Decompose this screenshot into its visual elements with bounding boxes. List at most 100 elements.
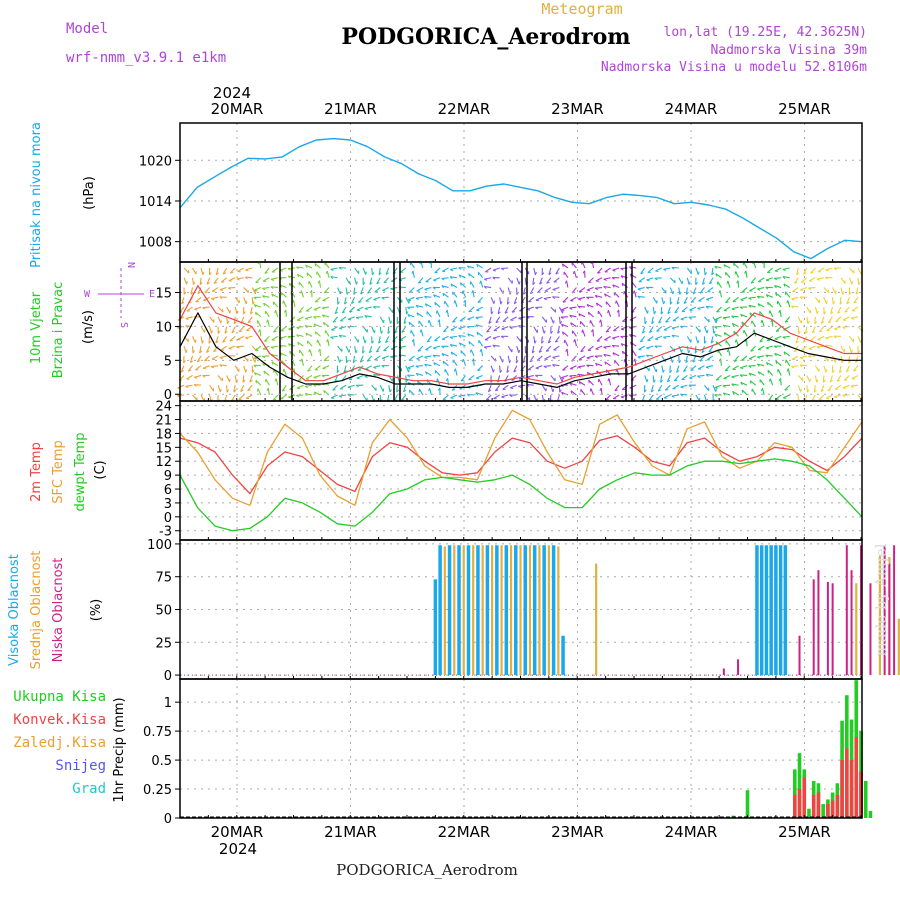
wind-arrow-head <box>224 331 228 334</box>
wind-arrow <box>669 277 676 284</box>
wind-arrow-head <box>552 356 556 359</box>
wind-arrow-head <box>714 387 718 389</box>
wind-arrow <box>571 262 577 269</box>
wind-arrow <box>490 365 494 373</box>
wind-arrow-head <box>418 281 422 284</box>
wind-arrow <box>254 287 261 291</box>
wind-arrow <box>379 316 385 324</box>
precip-bar <box>849 760 854 818</box>
wind-arrow <box>607 310 612 318</box>
wind-arrow-head <box>372 272 375 276</box>
wind-axis-subtitle: Brzina i Pravac <box>51 282 66 379</box>
wind-arrow <box>495 316 501 323</box>
wind-arrow <box>759 379 765 386</box>
wind-arrow <box>507 277 513 284</box>
wind-arrow-head <box>731 376 735 379</box>
wind-arrow-head <box>808 287 812 291</box>
wind-arrow <box>501 394 509 398</box>
precip-bar <box>816 792 821 818</box>
wind-arrow <box>433 294 441 298</box>
wind-arrow <box>246 326 253 331</box>
wind-arrow-head <box>359 360 364 363</box>
y-tick-label: 100 <box>147 538 172 553</box>
wind-arrow-head <box>607 310 609 314</box>
cloud-bar <box>532 545 537 676</box>
wind-arrow-head <box>479 348 482 353</box>
wind-arrow <box>264 267 270 274</box>
wind-arrow <box>545 345 552 352</box>
wind-arrow <box>509 326 517 328</box>
wind-arrow <box>177 384 185 389</box>
wind-arrow-head <box>296 334 300 338</box>
wind-arrow <box>340 316 347 322</box>
wind-arrow-head <box>594 355 598 359</box>
wind-arrow <box>217 306 224 313</box>
wind-arrow-head <box>813 389 817 393</box>
precip-bar <box>830 800 835 818</box>
wind-arrow <box>417 277 424 284</box>
wind-arrow-head <box>839 301 843 305</box>
wind-arrow-head <box>356 377 360 380</box>
wind-arrow <box>622 316 629 322</box>
wind-arrow <box>364 306 372 310</box>
wind-arrow-head <box>555 340 559 343</box>
wind-arrow-head <box>646 379 649 383</box>
wind-arrow-head <box>450 397 454 399</box>
wind-arrow <box>313 306 321 311</box>
wind-arrow <box>745 270 748 278</box>
wind-arrow <box>283 368 287 376</box>
wind-arrow-head <box>509 326 513 330</box>
wind-arrow <box>543 296 551 300</box>
wind-arrow <box>450 267 458 271</box>
wind-arrow-head <box>475 392 479 396</box>
wind-arrow <box>553 277 560 283</box>
wind-arrow-head <box>199 350 203 354</box>
wind-arrow <box>578 365 586 368</box>
wind-arrow <box>765 354 773 357</box>
wind-arrow-head <box>209 272 212 276</box>
wind-arrow <box>362 326 368 333</box>
wind-arrow <box>476 331 483 337</box>
wind-arrow <box>533 326 538 333</box>
wind-arrow <box>410 329 415 337</box>
wind-arrow-head <box>714 265 718 269</box>
wind-arrow-head <box>245 337 249 340</box>
wind-arrow <box>334 375 339 383</box>
wind-arrow-head <box>674 379 678 382</box>
wind-arrow-head <box>495 321 499 324</box>
wind-arrow <box>279 335 287 339</box>
wind-arrow <box>799 355 807 359</box>
wind-arrow-head <box>523 291 527 295</box>
cloud-bar <box>447 545 452 676</box>
wind-arrow-head <box>621 328 625 331</box>
wind-arrow-head <box>782 268 786 271</box>
wind-arrow-head <box>183 360 186 364</box>
wind-arrow-head <box>254 289 258 292</box>
wind-arrow <box>200 326 206 333</box>
wind-arrow <box>533 267 536 275</box>
wind-arrow <box>304 325 313 328</box>
cloud-bar <box>860 545 862 676</box>
wind-arrow-head <box>296 394 300 398</box>
wind-arrow <box>425 345 432 351</box>
wind-arrow <box>434 335 441 342</box>
wind-arrow-head <box>637 288 641 291</box>
wind-arrow-head <box>321 307 325 310</box>
wind-arrow <box>548 267 552 275</box>
wind-arrow-head <box>740 314 743 318</box>
wind-arrow-head <box>445 378 449 382</box>
wind-arrow <box>569 314 577 318</box>
bottom-day-label: 24MAR <box>665 823 718 841</box>
wind-arrow-head <box>577 366 582 369</box>
wind-arrow <box>305 332 313 337</box>
wind-arrow-head <box>803 272 807 275</box>
wind-arrow-head <box>483 286 487 289</box>
wind-arrow <box>332 384 338 391</box>
wind-arrow <box>775 360 782 367</box>
wind-arrow <box>381 355 389 359</box>
wind-arrow <box>814 316 816 324</box>
cloud-bar <box>547 545 550 676</box>
wind-arrow-head <box>206 282 210 285</box>
wind-arrow-head <box>280 292 283 296</box>
